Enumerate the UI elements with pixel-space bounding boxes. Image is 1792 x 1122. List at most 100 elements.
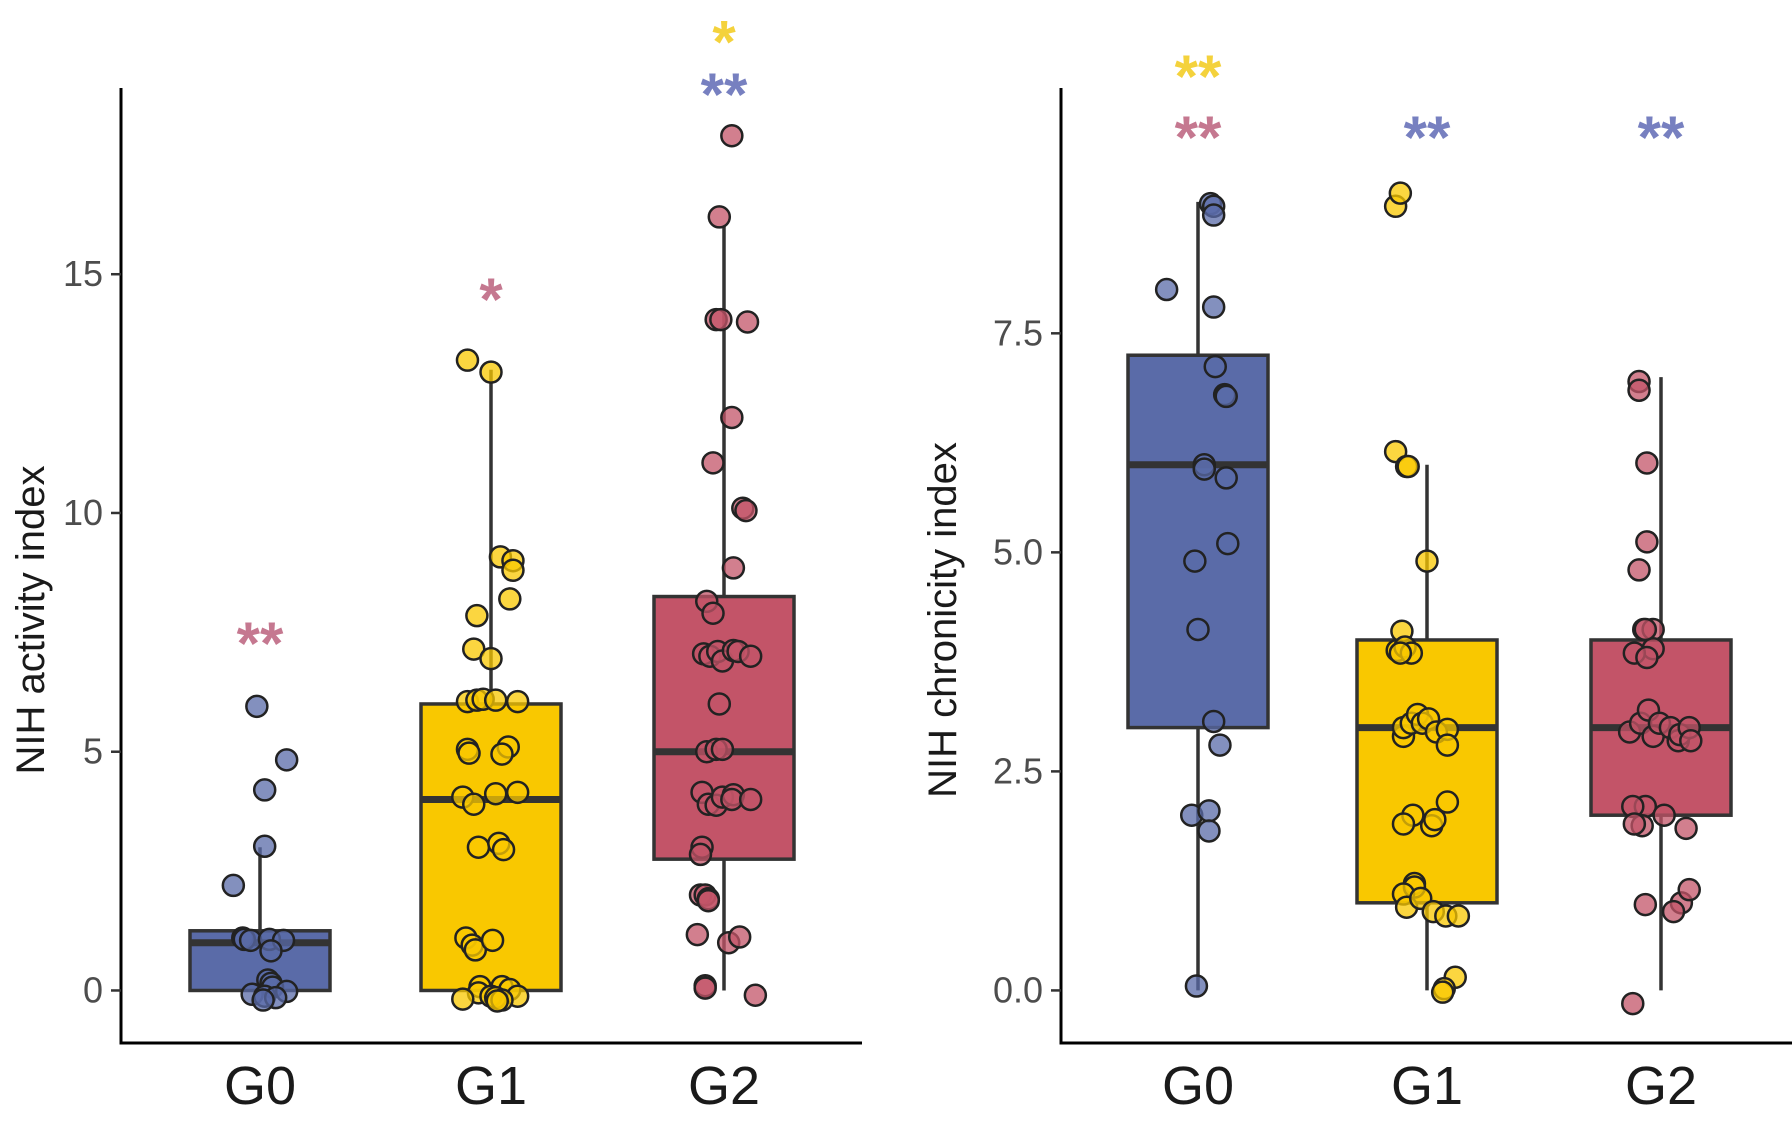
- y-tick-label: 5.0: [993, 531, 1043, 572]
- data-point: [451, 987, 475, 1011]
- data-point: [1216, 531, 1240, 556]
- box-g2: [1589, 377, 1733, 991]
- data-point: [1635, 645, 1659, 670]
- data-point: [721, 556, 746, 580]
- box-iqr: [1126, 353, 1270, 730]
- data-point: [505, 780, 530, 805]
- data-point: [479, 360, 503, 384]
- significance-stars: **: [1638, 104, 1685, 171]
- y-tick-label: 10: [63, 492, 103, 533]
- significance-stars: **: [237, 610, 284, 677]
- data-point: [734, 498, 758, 523]
- data-point: [490, 742, 514, 766]
- data-point: [701, 601, 725, 625]
- data-point: [1388, 641, 1413, 665]
- data-point: [252, 834, 277, 859]
- data-point: [1203, 354, 1227, 379]
- data-point: [1679, 728, 1703, 753]
- data-point: [696, 888, 721, 913]
- data-point: [738, 787, 763, 812]
- data-point: [457, 741, 481, 765]
- panel-chronicity: 0.0 2.5 5.0 7.5 NIH chronicity index G0 G1 G2 **…: [921, 43, 1792, 1116]
- data-point: [491, 837, 516, 862]
- y-tick-label: 15: [63, 253, 103, 294]
- data-point: [505, 689, 530, 714]
- data-point: [455, 348, 480, 372]
- data-point: [685, 922, 710, 947]
- significance-stars: *: [712, 8, 736, 75]
- data-point: [709, 307, 733, 332]
- data-point: [485, 989, 510, 1013]
- box-g1: [1355, 464, 1499, 991]
- significance-stars: **: [1175, 104, 1222, 171]
- data-point: [1186, 617, 1210, 642]
- significance-stars: *: [479, 266, 503, 333]
- data-point: [498, 587, 522, 611]
- data-point: [1391, 812, 1416, 836]
- data-point: [1184, 974, 1209, 998]
- data-point: [1415, 549, 1439, 573]
- data-point: [1622, 812, 1647, 836]
- data-point: [501, 558, 525, 583]
- x-category-label: G0: [1162, 1056, 1234, 1116]
- box-g0: [188, 847, 332, 993]
- data-point: [738, 644, 763, 668]
- data-point: [462, 792, 486, 816]
- data-point: [483, 688, 508, 712]
- y-tick-label: 0: [83, 969, 103, 1010]
- data-point: [479, 646, 503, 671]
- data-point: [1677, 877, 1701, 902]
- data-point: [1201, 295, 1226, 319]
- data-point: [707, 205, 732, 229]
- data-point: [1661, 899, 1686, 924]
- data-point: [1435, 790, 1460, 814]
- data-point: [707, 692, 732, 716]
- x-category-label: G1: [455, 1056, 527, 1116]
- data-point: [465, 603, 489, 628]
- data-point: [1214, 466, 1238, 490]
- data-point: [1446, 904, 1471, 928]
- box-iqr: [652, 594, 796, 861]
- x-category-label: G2: [1625, 1056, 1697, 1116]
- data-point: [1674, 816, 1698, 841]
- x-category-label: G0: [224, 1056, 296, 1116]
- data-point: [1633, 617, 1658, 642]
- data-point: [1192, 457, 1217, 481]
- data-point: [251, 988, 275, 1012]
- y-tick-label: 0.0: [993, 969, 1043, 1010]
- significance-stars: **: [1404, 104, 1451, 171]
- data-point: [1423, 807, 1447, 832]
- y-axis-title: NIH chronicity index: [921, 442, 965, 798]
- data-point: [252, 778, 277, 802]
- significance-stars: **: [1175, 43, 1222, 110]
- data-point: [480, 928, 505, 953]
- data-point: [735, 310, 760, 334]
- data-point: [1396, 454, 1420, 479]
- data-point: [1201, 709, 1226, 734]
- data-point: [1197, 799, 1221, 823]
- y-tick-label: 2.5: [993, 750, 1043, 791]
- data-point: [688, 842, 713, 867]
- significance-stars: **: [701, 61, 748, 128]
- data-point: [1201, 203, 1226, 227]
- box-g2: [652, 226, 796, 991]
- data-point: [274, 748, 299, 772]
- x-category-label: G1: [1391, 1056, 1463, 1116]
- data-point: [710, 737, 735, 762]
- data-point: [1208, 733, 1232, 757]
- data-point: [693, 976, 717, 1000]
- data-point: [1388, 181, 1413, 205]
- data-point: [483, 781, 508, 806]
- data-point: [1633, 892, 1658, 917]
- data-point: [1652, 803, 1676, 827]
- data-point: [1635, 530, 1659, 554]
- data-point: [1197, 819, 1221, 843]
- data-point: [1154, 277, 1179, 302]
- data-point: [743, 983, 768, 1007]
- data-point: [1627, 558, 1651, 582]
- data-point: [245, 694, 269, 719]
- data-point: [1627, 378, 1651, 403]
- data-point: [1635, 451, 1659, 475]
